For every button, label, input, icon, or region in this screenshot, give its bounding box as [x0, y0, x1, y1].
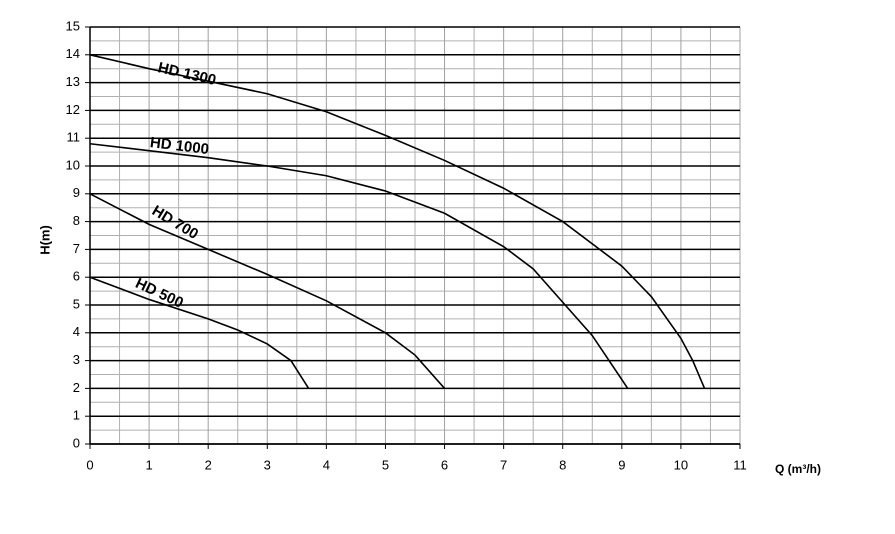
y-tick-label: 7	[73, 241, 80, 256]
y-tick-label: 8	[73, 213, 80, 228]
x-tick-label: 4	[323, 457, 330, 472]
x-tick-label: 3	[264, 457, 271, 472]
y-tick-label: 15	[66, 18, 80, 33]
y-tick-label: 13	[66, 74, 80, 89]
curve	[89, 142, 629, 389]
x-tick-label: 0	[86, 457, 93, 472]
x-axis-label: Q (m³/h)	[775, 462, 821, 476]
x-tick-label: 2	[205, 457, 212, 472]
series-label: HD 700	[149, 202, 201, 243]
y-tick-label: 3	[73, 352, 80, 367]
y-tick-label: 1	[73, 408, 80, 423]
y-tick-label: 14	[66, 46, 80, 61]
x-tick-label: 8	[559, 457, 566, 472]
y-tick-label: 2	[73, 380, 80, 395]
y-axis-label: H(m)	[37, 225, 52, 255]
y-tick-label: 6	[73, 269, 80, 284]
y-tick-label: 10	[66, 157, 80, 172]
y-tick-label: 0	[73, 435, 80, 450]
x-tick-label: 9	[618, 457, 625, 472]
x-tick-label: 10	[674, 457, 688, 472]
y-tick-label: 12	[66, 102, 80, 117]
y-tick-label: 9	[73, 185, 80, 200]
x-tick-label: 7	[500, 457, 507, 472]
curve	[89, 193, 446, 389]
x-tick-label: 6	[441, 457, 448, 472]
y-tick-label: 11	[67, 130, 81, 145]
y-tick-label: 4	[73, 324, 80, 339]
curve	[89, 276, 310, 389]
x-tick-label: 5	[382, 457, 389, 472]
y-tick-label: 5	[73, 296, 80, 311]
series-label: HD 500	[133, 275, 186, 312]
curve	[89, 54, 706, 389]
x-tick-label: 1	[145, 457, 152, 472]
x-tick-label: 11	[733, 457, 747, 472]
